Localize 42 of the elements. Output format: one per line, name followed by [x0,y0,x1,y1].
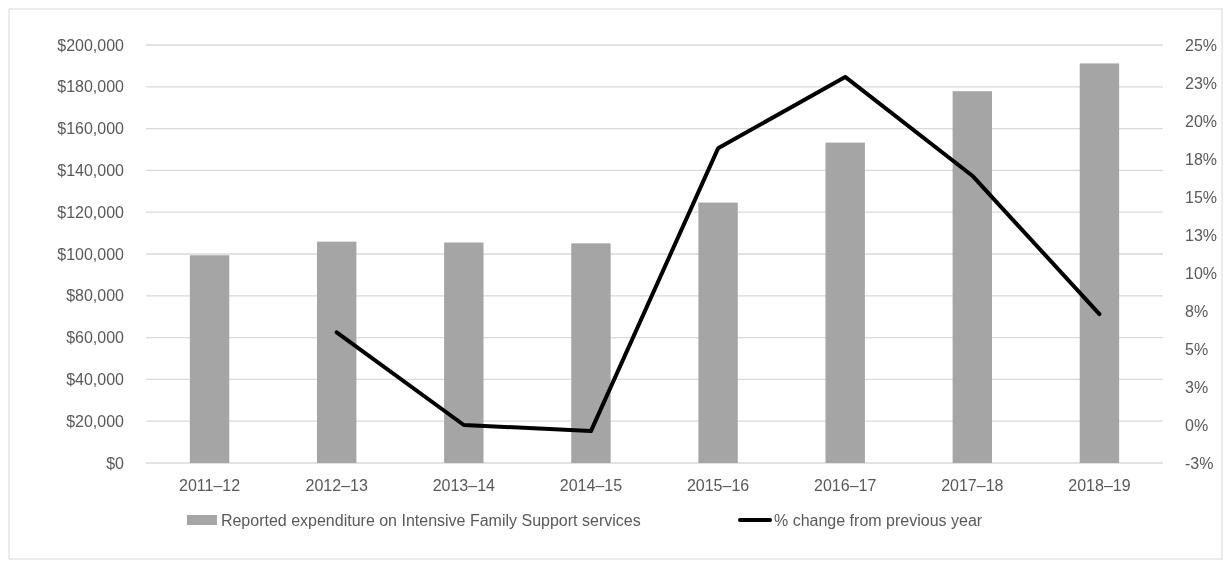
x-tick-label: 2012–13 [305,477,368,494]
y-tick-label: $80,000 [66,287,125,305]
y2-tick-label: 20% [1185,112,1218,130]
bar [316,241,357,463]
y-tick-label: $120,000 [57,203,125,221]
y-tick-label: $100,000 [57,245,125,263]
y2-tick-label: 13% [1185,226,1218,244]
bar [952,91,993,463]
y2-tick-label: 0% [1185,416,1209,434]
x-tick-label: 2011–12 [179,477,241,494]
bar [571,243,611,463]
y-tick-label: $60,000 [66,329,125,347]
y-tick-label: $160,000 [57,120,125,138]
bar [698,202,738,463]
x-tick-label: 2013–14 [432,477,496,494]
y2-tick-label: 10% [1185,264,1218,282]
bar [1079,63,1120,463]
x-tick-label: 2014–15 [559,477,623,494]
y2-tick-label: 23% [1185,74,1218,92]
y-tick-label: $40,000 [66,371,125,388]
y2-tick-label: 8% [1185,302,1209,320]
y2-tick-label: 15% [1185,188,1218,206]
y2-tick-label: -3% [1185,454,1214,472]
line-series [334,74,1102,434]
legend-label: % change from previous year [774,511,983,529]
x-tick-label: 2016–17 [814,477,877,494]
x-tick-label: 2015–16 [686,477,750,494]
x-tick-label: 2018–19 [1068,477,1131,494]
y2-tick-label: 5% [1185,340,1209,358]
x-tick-label: 2017–18 [941,477,1004,494]
y2-tick-label: 3% [1185,378,1209,396]
y-tick-label: $200,000 [57,36,125,54]
y-tick-label: $180,000 [57,78,125,96]
y-tick-label: $0 [106,454,125,472]
bar [189,255,230,463]
bar [444,242,484,463]
y-tick-label: $20,000 [66,412,125,430]
bar [825,142,865,463]
y2-tick-label: 18% [1185,150,1218,168]
y-tick-label: $140,000 [57,162,125,179]
y2-tick-label: 25% [1185,36,1218,54]
legend-label: Reported expenditure on Intensive Family Support services [220,511,641,529]
